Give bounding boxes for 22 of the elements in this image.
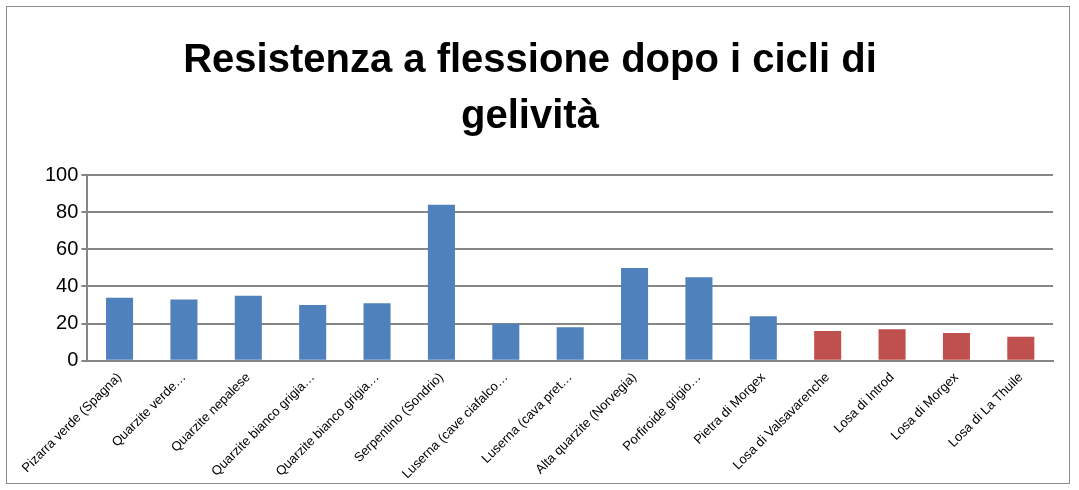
bar bbox=[363, 303, 391, 360]
bar bbox=[556, 327, 584, 360]
bar bbox=[1007, 336, 1035, 360]
y-tick-label: 80 bbox=[56, 199, 79, 222]
bar bbox=[492, 323, 520, 360]
bar bbox=[170, 299, 198, 360]
bar bbox=[234, 295, 262, 360]
y-tick-label: 60 bbox=[56, 236, 79, 259]
bar bbox=[299, 305, 327, 360]
bar bbox=[749, 316, 777, 360]
bar bbox=[621, 267, 649, 360]
chart-title: Resistenza a flessione dopo i cicli di gelività bbox=[182, 35, 878, 138]
bar bbox=[942, 332, 970, 360]
bar bbox=[427, 204, 455, 360]
y-tick-label: 100 bbox=[44, 162, 79, 185]
bar bbox=[685, 277, 713, 360]
y-tick-label: 20 bbox=[56, 311, 79, 334]
bar bbox=[814, 331, 842, 360]
bar bbox=[106, 297, 134, 360]
bar bbox=[878, 329, 906, 360]
y-tick-label: 0 bbox=[67, 348, 79, 371]
y-tick-label: 40 bbox=[56, 274, 79, 296]
